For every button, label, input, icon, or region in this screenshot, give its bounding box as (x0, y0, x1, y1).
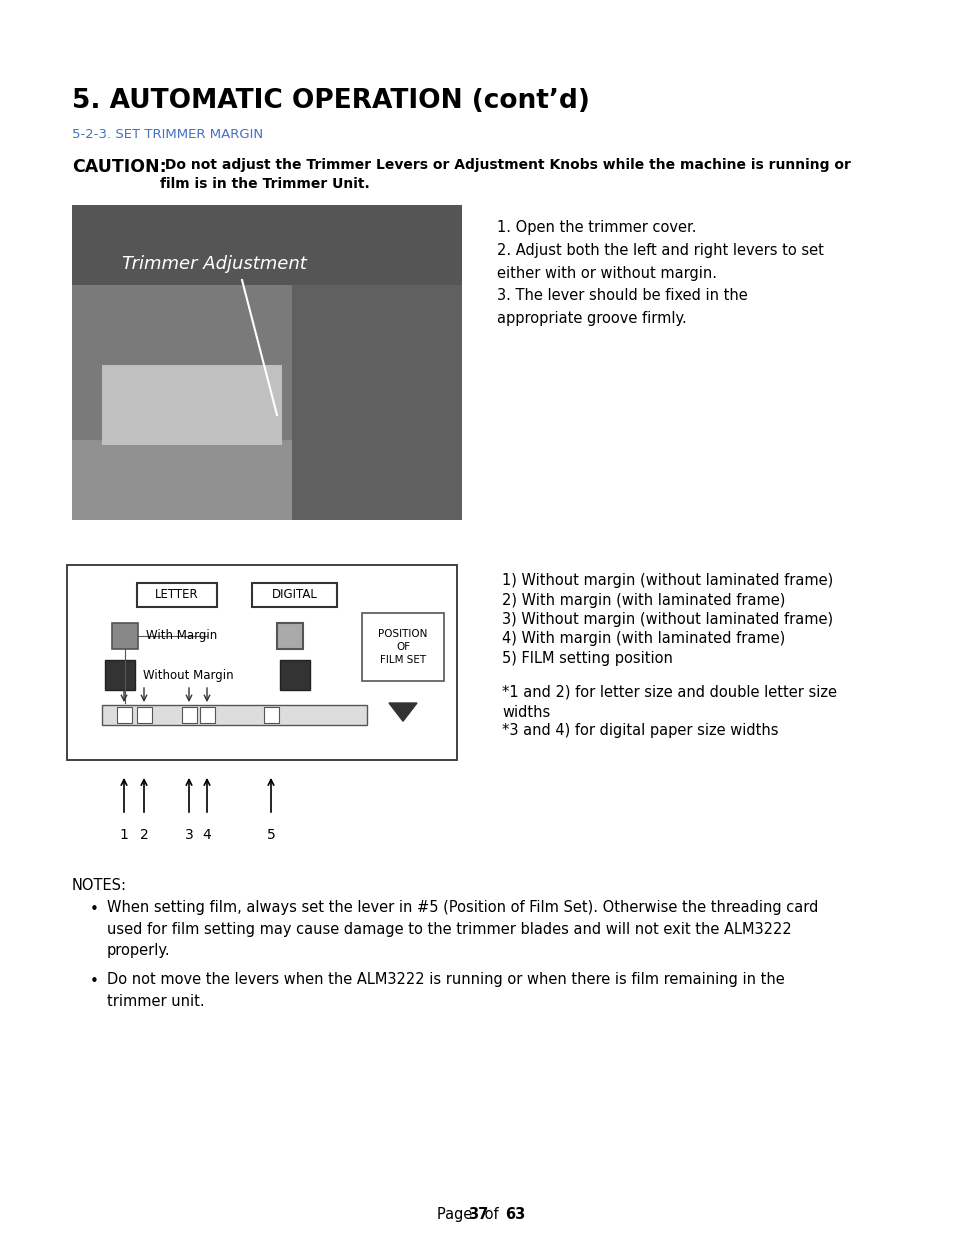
Bar (71, 205, 461, 520)
Bar (280, 659, 310, 690)
Text: 37: 37 (467, 1207, 487, 1221)
Text: POSITION
OF
FILM SET: POSITION OF FILM SET (378, 629, 427, 666)
Bar (71, 440, 461, 520)
Text: When setting film, always set the lever in #5 (Position of Film Set). Otherwise : When setting film, always set the lever … (107, 900, 818, 958)
Text: Trimmer Adjustment: Trimmer Adjustment (122, 254, 307, 273)
Text: DIGITAL: DIGITAL (272, 589, 317, 601)
Text: *1 and 2) for letter size and double letter size
widths: *1 and 2) for letter size and double let… (501, 684, 836, 720)
Bar (71, 205, 461, 285)
Text: 5: 5 (266, 827, 275, 842)
Text: Do not move the levers when the ALM3222 is running or when there is film remaini: Do not move the levers when the ALM3222 … (107, 972, 784, 1009)
Text: 2: 2 (139, 827, 149, 842)
Bar (292, 205, 461, 520)
Text: 5-2-3. SET TRIMMER MARGIN: 5-2-3. SET TRIMMER MARGIN (71, 128, 263, 141)
Text: CAUTION:: CAUTION: (71, 158, 167, 177)
Bar (200, 706, 214, 722)
Text: 2) With margin (with laminated frame): 2) With margin (with laminated frame) (501, 593, 784, 608)
Text: Without Margin: Without Margin (143, 668, 233, 682)
Text: 1. Open the trimmer cover.
2. Adjust both the left and right levers to set
eithe: 1. Open the trimmer cover. 2. Adjust bot… (497, 220, 823, 326)
Text: •: • (90, 902, 99, 918)
Bar (112, 622, 138, 650)
Text: of: of (479, 1207, 503, 1221)
Bar (102, 366, 282, 445)
Bar (105, 659, 135, 690)
Text: 3) Without margin (without laminated frame): 3) Without margin (without laminated fra… (501, 613, 832, 627)
Text: 5. AUTOMATIC OPERATION (cont’d): 5. AUTOMATIC OPERATION (cont’d) (71, 88, 589, 114)
Text: 1: 1 (119, 827, 129, 842)
Bar (264, 706, 278, 722)
Text: •: • (90, 974, 99, 989)
Text: 63: 63 (504, 1207, 524, 1221)
Bar (137, 583, 216, 606)
Text: *3 and 4) for digital paper size widths: *3 and 4) for digital paper size widths (501, 724, 778, 739)
Bar (117, 706, 132, 722)
Text: With Margin: With Margin (146, 630, 217, 642)
Polygon shape (389, 703, 416, 721)
Text: 3: 3 (185, 827, 193, 842)
Text: 4) With margin (with laminated frame): 4) With margin (with laminated frame) (501, 631, 784, 646)
Text: 1) Without margin (without laminated frame): 1) Without margin (without laminated fra… (501, 573, 832, 588)
Bar (276, 622, 303, 650)
Bar (102, 705, 367, 725)
Text: 4: 4 (202, 827, 212, 842)
Text: NOTES:: NOTES: (71, 878, 127, 893)
Text: 5) FILM setting position: 5) FILM setting position (501, 651, 672, 666)
Bar (182, 706, 196, 722)
Text: Do not adjust the Trimmer Levers or Adjustment Knobs while the machine is runnin: Do not adjust the Trimmer Levers or Adju… (160, 158, 850, 191)
Text: LETTER: LETTER (155, 589, 198, 601)
Bar (137, 706, 152, 722)
Bar (361, 613, 443, 680)
Bar (67, 564, 456, 760)
Bar (252, 583, 336, 606)
Text: Page: Page (436, 1207, 476, 1221)
